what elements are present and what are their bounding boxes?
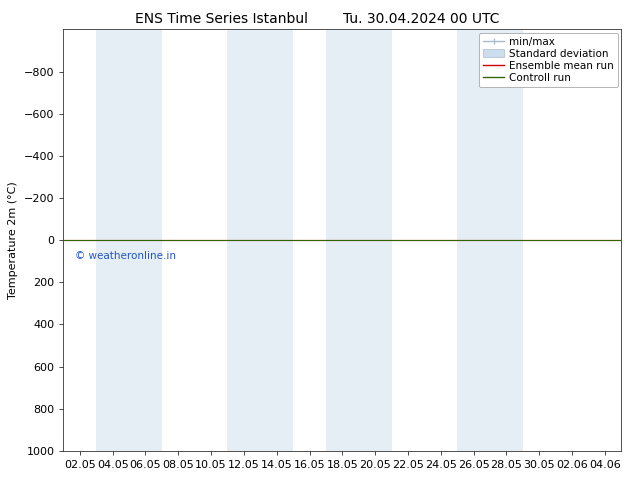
Bar [457,29,523,451]
Text: © weatheronline.in: © weatheronline.in [75,251,176,261]
Bar [326,29,392,451]
Legend: min/max, Standard deviation, Ensemble mean run, Controll run: min/max, Standard deviation, Ensemble me… [479,32,618,87]
Bar [228,29,293,451]
Y-axis label: Temperature 2m (°C): Temperature 2m (°C) [8,181,18,299]
Bar [96,29,162,451]
Text: ENS Time Series Istanbul        Tu. 30.04.2024 00 UTC: ENS Time Series Istanbul Tu. 30.04.2024 … [135,12,499,26]
